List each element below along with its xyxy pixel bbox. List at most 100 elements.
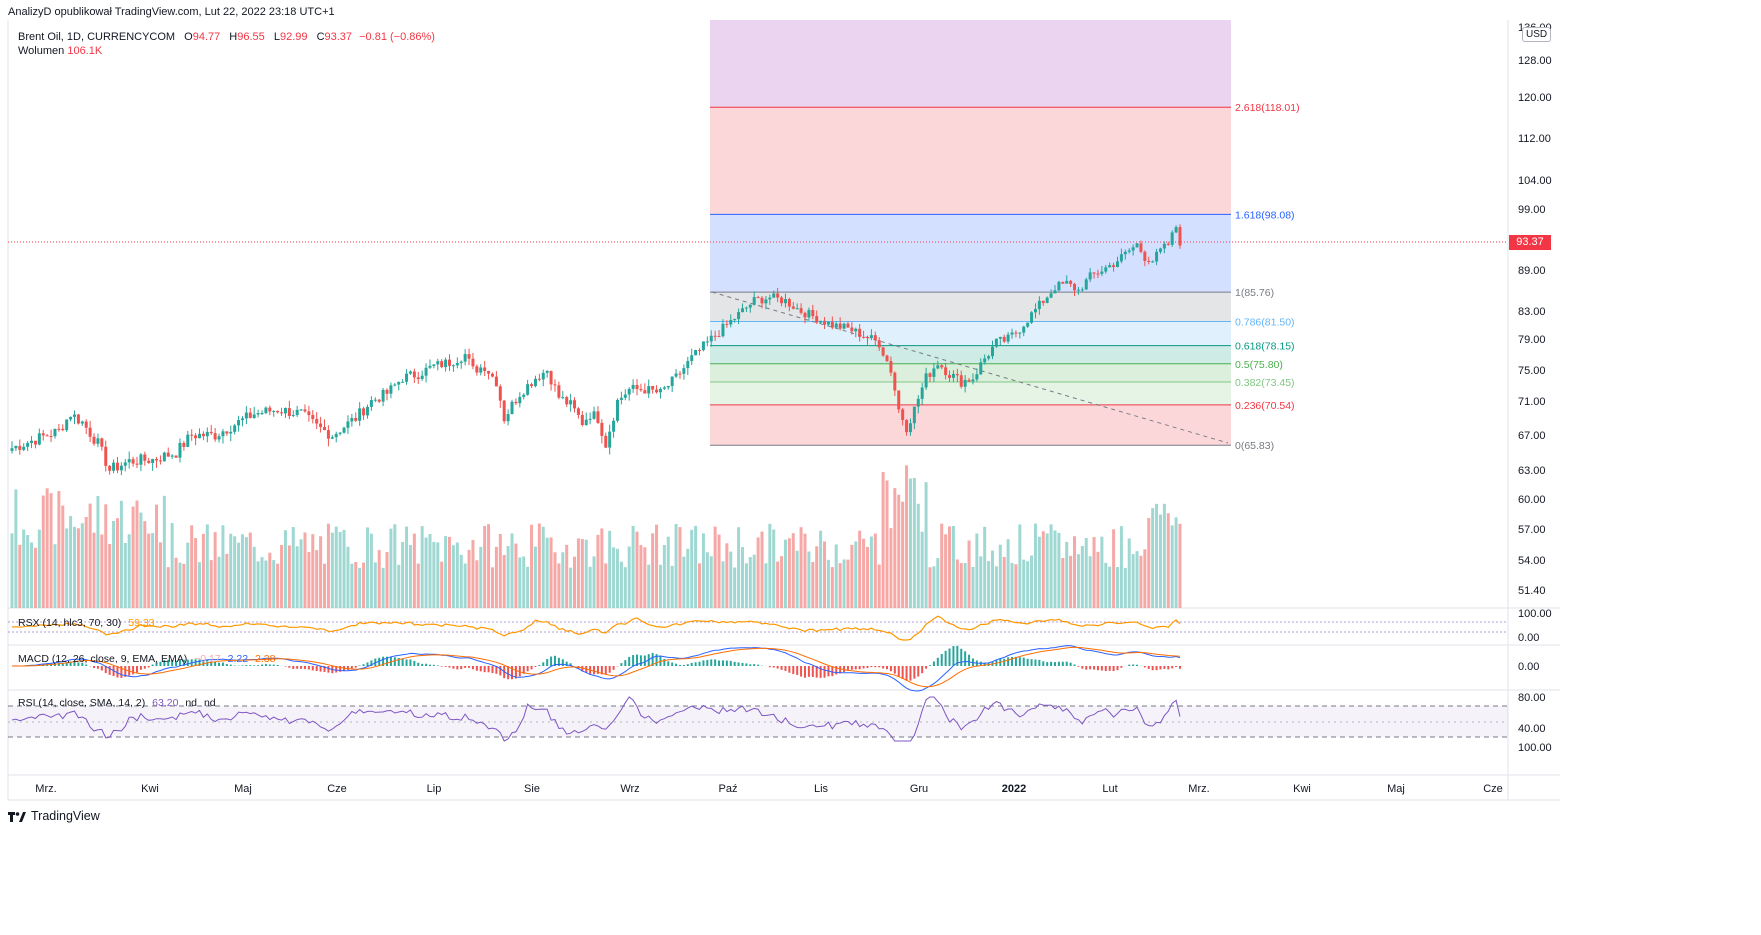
price-axis-tick: 51.40 — [1518, 585, 1546, 597]
volume-bar — [1053, 530, 1057, 608]
volume-bar — [1018, 524, 1022, 608]
candle-body — [354, 418, 358, 421]
volume-bar — [330, 532, 334, 608]
volume-bar — [10, 533, 14, 608]
candle-body — [151, 458, 155, 464]
macd-histogram-bar — [456, 666, 459, 670]
macd-histogram-bar — [870, 666, 873, 668]
volume-bar — [194, 538, 198, 608]
macd-histogram-bar — [1147, 666, 1150, 669]
volume-bar — [119, 500, 123, 608]
macd-histogram-bar — [655, 654, 658, 666]
candle-body — [416, 377, 420, 380]
volume-legend[interactable]: Wolumen 106.1K — [18, 45, 102, 57]
tradingview-logo[interactable]: TradingView — [8, 809, 100, 823]
volume-bar — [963, 563, 967, 608]
macd-histogram-bar — [561, 659, 564, 666]
time-axis-tick: Paź — [719, 783, 738, 795]
volume-bar — [139, 512, 143, 608]
macd-histogram-bar — [553, 655, 556, 666]
candle-body — [760, 297, 764, 304]
macd-histogram-bar — [214, 661, 217, 666]
candle-body — [772, 293, 776, 298]
macd-histogram-bar — [694, 662, 697, 666]
volume-bar — [658, 564, 662, 608]
candle-body — [18, 445, 22, 450]
price-axis-tick: 104.00 — [1518, 175, 1552, 187]
candle-body — [283, 408, 287, 414]
candle-body — [260, 413, 264, 415]
candle-body — [201, 433, 205, 437]
volume-bar — [612, 547, 616, 608]
candle-body — [295, 409, 299, 416]
volume-bar — [143, 521, 147, 608]
macd-histogram-bar — [124, 666, 127, 677]
volume-bar — [885, 480, 889, 608]
macd-legend[interactable]: MACD (12, 26, close, 9, EMA, EMA) −0.17 … — [18, 653, 275, 665]
price-axis-tick: 79.00 — [1518, 334, 1546, 346]
candle-body — [901, 409, 905, 421]
candle-body — [549, 370, 553, 385]
volume-bar — [1174, 517, 1178, 608]
macd-histogram-bar — [1143, 666, 1146, 668]
candle-body — [1002, 336, 1006, 342]
candle-body — [502, 400, 506, 422]
open-value: 94.77 — [192, 31, 221, 43]
candle-body — [494, 376, 498, 387]
volume-bar — [237, 542, 241, 608]
macd-histogram-bar — [401, 658, 404, 666]
candle-body — [155, 458, 159, 461]
macd-histogram-bar — [436, 665, 439, 666]
rsi-legend[interactable]: RSI (14, close, SMA, 14, 2) 63.20 nd nd — [18, 697, 216, 709]
candle-body — [229, 431, 233, 434]
time-axis: Mrz. Kwi Maj Cze Lip Sie Wrz Paź Lis Gru 2022 Lut Mr… — [35, 783, 1502, 795]
candle-body — [420, 375, 424, 380]
price-axis-tick: 128.00 — [1518, 55, 1552, 67]
currency-label[interactable]: USD — [1522, 27, 1552, 42]
volume-bar — [498, 533, 502, 608]
volume-bar — [209, 560, 213, 608]
candle-body — [979, 362, 983, 375]
macd-histogram-bar — [65, 662, 68, 666]
symbol-legend[interactable]: Brent Oil, 1D, CURRENCYCOM O94.77 H96.55… — [18, 31, 435, 43]
volume-bar — [721, 561, 725, 608]
candle-body — [1006, 334, 1010, 342]
candle-body — [869, 335, 873, 339]
macd-histogram-bar — [632, 655, 635, 666]
macd-histogram-bar — [909, 666, 912, 681]
macd-histogram-bar — [651, 652, 654, 666]
macd-histogram-bar — [772, 666, 775, 668]
candle-body — [670, 376, 674, 386]
volume-bar — [295, 546, 299, 608]
candle-body — [834, 323, 838, 328]
rsi-axis-tick: 80.00 — [1518, 692, 1546, 704]
time-axis-tick: 2022 — [1002, 783, 1026, 795]
macd-histogram-bar — [663, 658, 666, 666]
plot-background — [0, 20, 1761, 800]
candle-body — [592, 411, 596, 419]
volume-bar — [881, 471, 885, 608]
volume-bar — [748, 557, 752, 608]
volume-bar — [354, 561, 358, 608]
volume-bar — [768, 523, 772, 608]
volume-bar — [365, 527, 369, 608]
rsx-legend[interactable]: RSX (14, hlc3, 70, 30) 59.33 — [18, 617, 155, 629]
candle-body — [174, 455, 178, 458]
candle-body — [694, 349, 698, 356]
volume-bar — [201, 533, 205, 608]
macd-histogram-bar — [460, 666, 463, 670]
candle-body — [686, 361, 690, 369]
candle-body — [768, 297, 772, 300]
candle-body — [518, 396, 522, 404]
macd-histogram-bar — [944, 650, 947, 666]
volume-bar — [451, 545, 455, 608]
candle-body — [721, 323, 725, 337]
volume-bar — [1139, 555, 1143, 608]
macd-histogram-bar — [81, 662, 84, 666]
candle-body — [994, 338, 998, 347]
candle-body — [1108, 265, 1112, 268]
volume-bar — [397, 564, 401, 608]
macd-histogram-bar — [593, 666, 596, 675]
candle-body — [1049, 293, 1053, 298]
